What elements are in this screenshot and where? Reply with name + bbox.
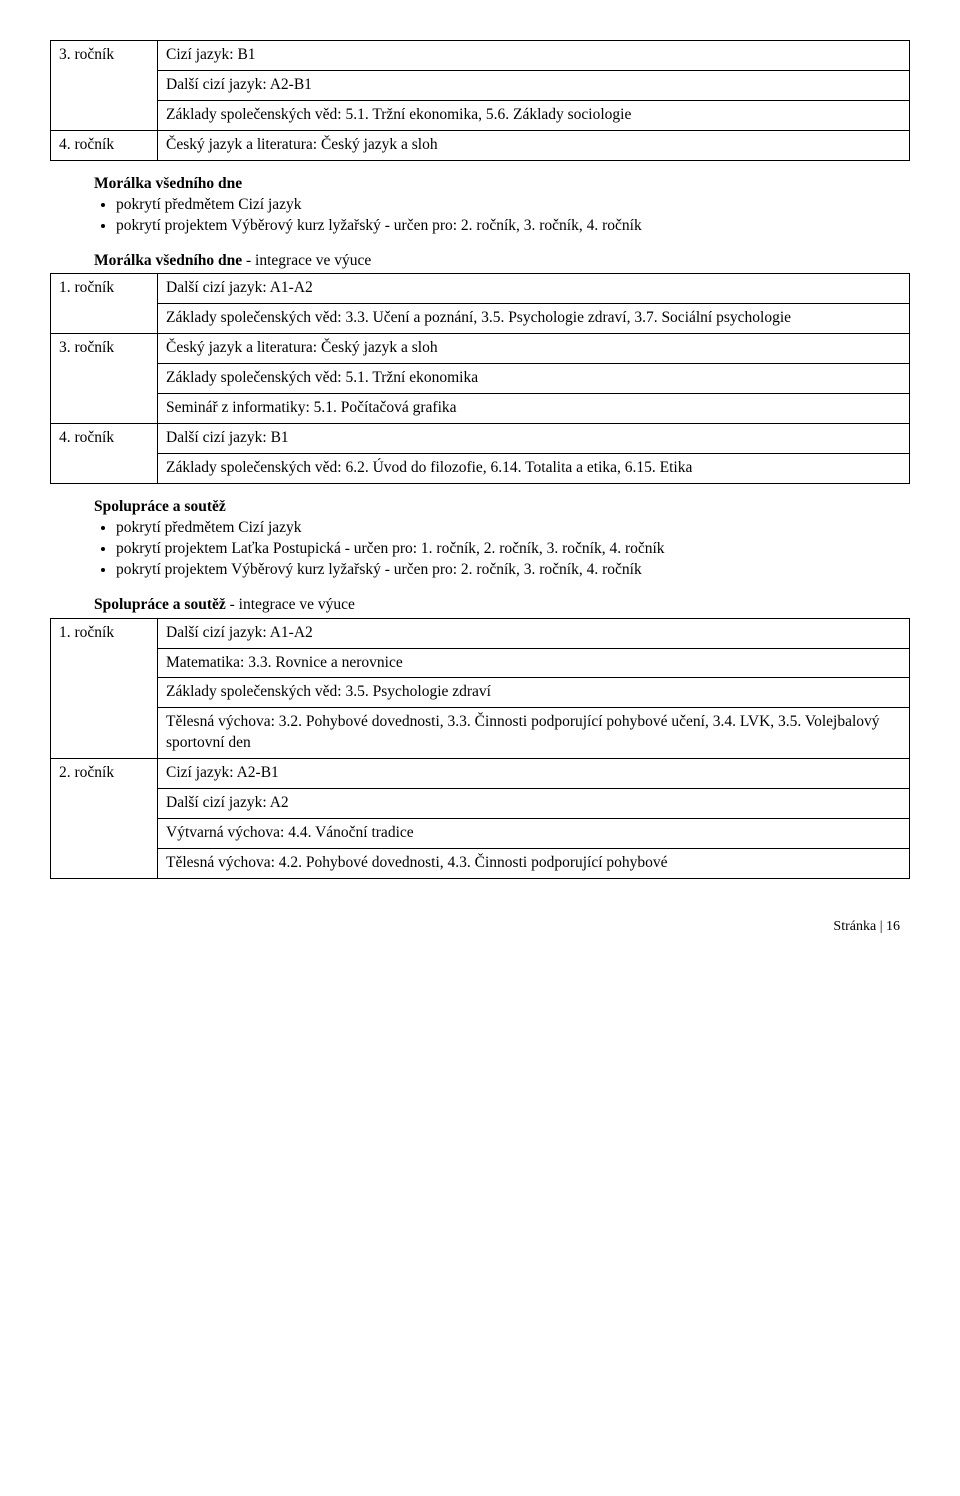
t2-r3-label: 4. ročník (51, 424, 158, 484)
section-b-sub-bold: Spolupráce a soutěž (94, 596, 226, 613)
section-b-bullets: pokrytí předmětem Cizí jazyk pokrytí pro… (94, 518, 910, 581)
t1-r2-label: 4. ročník (51, 130, 158, 160)
section-b-bullet: pokrytí projektem Laťka Postupická - urč… (116, 539, 910, 560)
t3-r2-c2: Další cizí jazyk: A2 (158, 789, 910, 819)
t2-r2-label: 3. ročník (51, 334, 158, 424)
t3-r1-label: 1. ročník (51, 618, 158, 759)
section-a-sub-rest: - integrace ve výuce (242, 252, 371, 269)
t1-r1-c2: Další cizí jazyk: A2-B1 (158, 70, 910, 100)
t2-r2-c2: Základy společenských věd: 5.1. Tržní ek… (158, 364, 910, 394)
t3-r2-c1: Cizí jazyk: A2-B1 (158, 759, 910, 789)
section-a-title: Morálka všedního dne (94, 175, 910, 193)
t3-r2-c3: Výtvarná výchova: 4.4. Vánoční tradice (158, 819, 910, 849)
section-b-bullet: pokrytí předmětem Cizí jazyk (116, 518, 910, 539)
t3-r1-c1: Další cizí jazyk: A1-A2 (158, 618, 910, 648)
page-footer: Stránka | 16 (50, 919, 910, 935)
t1-r1-label: 3. ročník (51, 41, 158, 131)
t2-r1-c2: Základy společenských věd: 3.3. Učení a … (158, 304, 910, 334)
table-3: 1. ročník Další cizí jazyk: A1-A2 Matema… (50, 618, 910, 879)
t3-r2-c4: Tělesná výchova: 4.2. Pohybové dovednost… (158, 848, 910, 878)
t2-r1-c1: Další cizí jazyk: A1-A2 (158, 274, 910, 304)
section-a-bullets: pokrytí předmětem Cizí jazyk pokrytí pro… (94, 195, 910, 237)
t3-r2-label: 2. ročník (51, 759, 158, 879)
section-b-title: Spolupráce a soutěž (94, 498, 910, 516)
section-a-sub-bold: Morálka všedního dne (94, 252, 242, 269)
t2-r3-c2: Základy společenských věd: 6.2. Úvod do … (158, 453, 910, 483)
t3-r1-c4: Tělesná výchova: 3.2. Pohybové dovednost… (158, 708, 910, 759)
table-1: 3. ročník Cizí jazyk: B1 Další cizí jazy… (50, 40, 910, 161)
t1-r1-c1: Cizí jazyk: B1 (158, 41, 910, 71)
t3-r1-c3: Základy společenských věd: 3.5. Psycholo… (158, 678, 910, 708)
section-b-sub-rest: - integrace ve výuce (226, 596, 355, 613)
section-a-bullet: pokrytí projektem Výběrový kurz lyžařský… (116, 216, 910, 237)
t2-r3-c1: Další cizí jazyk: B1 (158, 424, 910, 454)
t3-r1-c2: Matematika: 3.3. Rovnice a nerovnice (158, 648, 910, 678)
t2-r1-label: 1. ročník (51, 274, 158, 334)
t2-r2-c1: Český jazyk a literatura: Český jazyk a … (158, 334, 910, 364)
section-a-bullet: pokrytí předmětem Cizí jazyk (116, 195, 910, 216)
t2-r2-c3: Seminář z informatiky: 5.1. Počítačová g… (158, 394, 910, 424)
t1-r2-c1: Český jazyk a literatura: Český jazyk a … (158, 130, 910, 160)
table-2: 1. ročník Další cizí jazyk: A1-A2 Základ… (50, 273, 910, 483)
t1-r1-c3: Základy společenských věd: 5.1. Tržní ek… (158, 100, 910, 130)
section-b-bullet: pokrytí projektem Výběrový kurz lyžařský… (116, 560, 910, 581)
